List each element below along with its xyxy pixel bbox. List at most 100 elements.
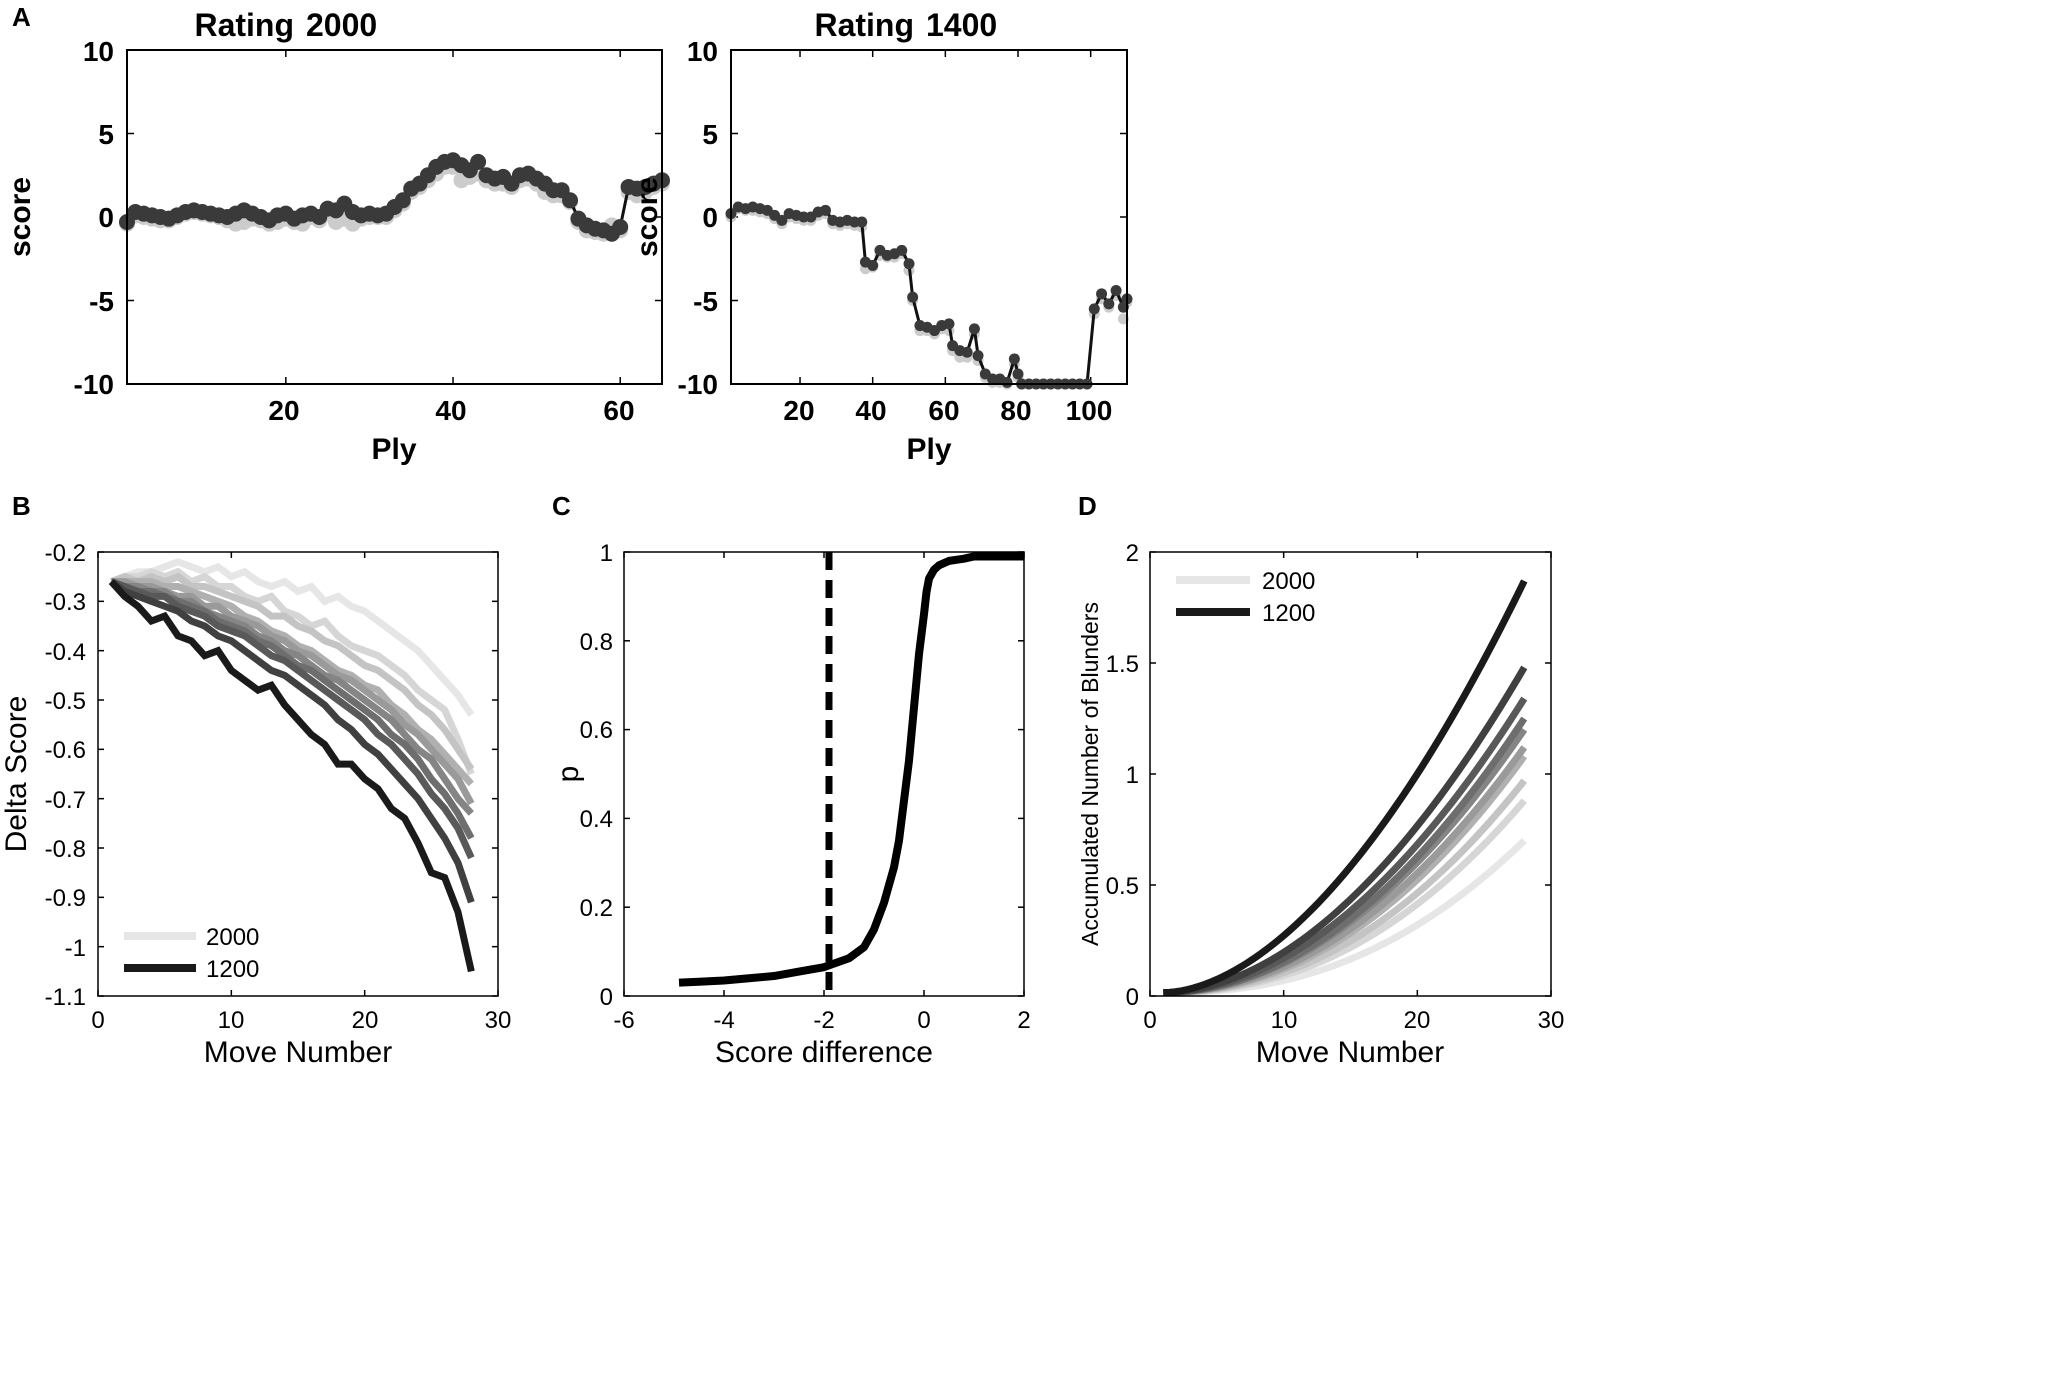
a2-point-black — [972, 350, 984, 362]
c-ytick-label: 0.8 — [580, 629, 613, 656]
panel-letter-c: C — [552, 491, 571, 521]
a2-xtick-label: 40 — [855, 395, 886, 426]
a2-point-black — [1096, 288, 1108, 300]
b-xtick-label: 10 — [218, 1007, 245, 1034]
a2-point-black — [1088, 303, 1100, 315]
a2-point-black — [968, 323, 980, 335]
c-y-axis-label: p — [552, 766, 585, 783]
c-axes-box — [623, 551, 1025, 997]
c-xtick-label: 0 — [917, 1007, 930, 1034]
a1-x-tick-labels: 20 40 60 — [268, 395, 634, 426]
a2-point-black — [1110, 284, 1122, 296]
b-legend-label-2000: 2000 — [206, 924, 259, 951]
d-legend: 2000 1200 — [1176, 568, 1315, 627]
a2-xtick-label: 100 — [1066, 395, 1113, 426]
a2-point-black — [961, 346, 973, 358]
b-ytick-label: -1.1 — [45, 984, 86, 1011]
a2-point-black — [1008, 353, 1020, 365]
a2-x-axis-label: Ply — [906, 433, 951, 466]
panel-letter-d: D — [1078, 491, 1097, 521]
a2-title-value: 1400 — [926, 7, 997, 43]
a2-point-black — [867, 259, 879, 271]
d-x-axis-label: Move Number — [1256, 1036, 1444, 1069]
chart-a1-rating-2000: Rating 2000 -10 -5 0 5 10 20 40 60 Ply s… — [4, 7, 670, 466]
a2-score-line — [729, 205, 1129, 386]
a1-point-black — [470, 153, 487, 170]
d-ytick-label: 1.5 — [1106, 651, 1139, 678]
c-xtick-label: -2 — [813, 1007, 834, 1034]
a2-point-black — [1001, 376, 1013, 388]
c-y-tick-labels: 0 0.2 0.4 0.6 0.8 1 — [580, 540, 613, 1011]
b-series-line-8 — [110, 578, 475, 860]
d-ytick-label: 2 — [1126, 540, 1139, 567]
d-xtick-label: 30 — [1538, 1007, 1565, 1034]
d-ytick-label: 0.5 — [1106, 873, 1139, 900]
b-ytick-label: -0.2 — [45, 540, 86, 567]
a1-title-value: 2000 — [306, 7, 377, 43]
b-axes-box — [97, 551, 499, 997]
c-ytick-label: 0 — [600, 984, 613, 1011]
a2-xtick-label: 20 — [783, 395, 814, 426]
b-ytick-label: -1 — [65, 935, 86, 962]
a2-point-black — [896, 244, 908, 256]
d-x-tick-labels: 0 10 20 30 — [1143, 1007, 1564, 1034]
a2-title-label: Rating — [814, 7, 914, 43]
b-y-axis-label: Delta Score — [0, 696, 33, 853]
b-y-tick-labels: -0.2 -0.3 -0.4 -0.5 -0.6 -0.7 -0.8 -0.9 … — [45, 540, 86, 1011]
a2-y-tick-labels: -10 -5 0 5 10 — [678, 36, 718, 400]
a2-point-black — [776, 214, 788, 226]
c-ytick-label: 1 — [600, 540, 613, 567]
b-legend: 2000 1200 — [124, 924, 259, 983]
a2-y-axis-label: score — [631, 177, 664, 257]
d-xtick-label: 20 — [1404, 1007, 1431, 1034]
a2-point-black — [943, 318, 955, 330]
c-xtick-label: 2 — [1017, 1007, 1030, 1034]
a2-point-black — [903, 258, 915, 270]
a1-ytick-label: -5 — [89, 286, 114, 317]
a1-title-label: Rating — [194, 7, 294, 43]
d-series-curve-9 — [1163, 665, 1528, 997]
b-xtick-label: 30 — [485, 1007, 512, 1034]
b-ytick-label: -0.3 — [45, 589, 86, 616]
a2-point-black — [907, 291, 919, 303]
a1-point-black — [612, 219, 629, 236]
c-x-tick-labels: -6 -4 -2 0 2 — [613, 1007, 1030, 1034]
a1-xtick-label: 20 — [268, 395, 299, 426]
a2-ytick-label: -5 — [693, 286, 718, 317]
d-y-axis-label: Accumulated Number of Blunders — [1077, 602, 1103, 946]
b-series-line-9 — [109, 578, 475, 904]
a1-point-black — [394, 192, 411, 209]
d-legend-label-1200: 1200 — [1262, 600, 1315, 627]
d-legend-label-2000: 2000 — [1262, 568, 1315, 595]
a1-xtick-label: 40 — [435, 395, 466, 426]
a2-point-black — [856, 216, 868, 228]
a2-xtick-label: 60 — [928, 395, 959, 426]
c-xtick-label: -4 — [713, 1007, 734, 1034]
a1-ytick-label: 10 — [83, 36, 114, 67]
chart-a2-rating-1400: Rating 1400 -10 -5 0 5 10 20 40 60 80 10… — [631, 7, 1133, 466]
c-xtick-label: -6 — [613, 1007, 634, 1034]
a2-point-black — [1103, 298, 1115, 310]
d-series-curve-10 — [1163, 579, 1528, 997]
d-xtick-label: 10 — [1271, 1007, 1298, 1034]
c-probability-curve — [678, 552, 1024, 987]
a2-point-black — [819, 204, 831, 216]
a1-point-black — [562, 192, 579, 209]
a1-xtick-label: 60 — [603, 395, 634, 426]
b-ytick-label: -0.5 — [45, 688, 86, 715]
b-xtick-label: 20 — [352, 1007, 379, 1034]
d-ytick-label: 1 — [1126, 762, 1139, 789]
a2-ytick-label: -10 — [678, 369, 718, 400]
b-series-line-3 — [110, 572, 475, 772]
a1-x-axis-label: Ply — [371, 433, 416, 466]
a2-axes-box — [730, 49, 1128, 385]
b-ytick-label: -0.6 — [45, 737, 86, 764]
b-legend-label-1200: 1200 — [206, 956, 259, 983]
b-ytick-label: -0.9 — [45, 885, 86, 912]
a1-y-axis-label: score — [4, 177, 37, 257]
a1-y-tick-labels: -10 -5 0 5 10 — [74, 36, 114, 400]
a2-x-tick-labels: 20 40 60 80 100 — [783, 395, 1112, 426]
a1-ytick-label: -10 — [74, 369, 114, 400]
a2-ytick-label: 5 — [702, 119, 718, 150]
